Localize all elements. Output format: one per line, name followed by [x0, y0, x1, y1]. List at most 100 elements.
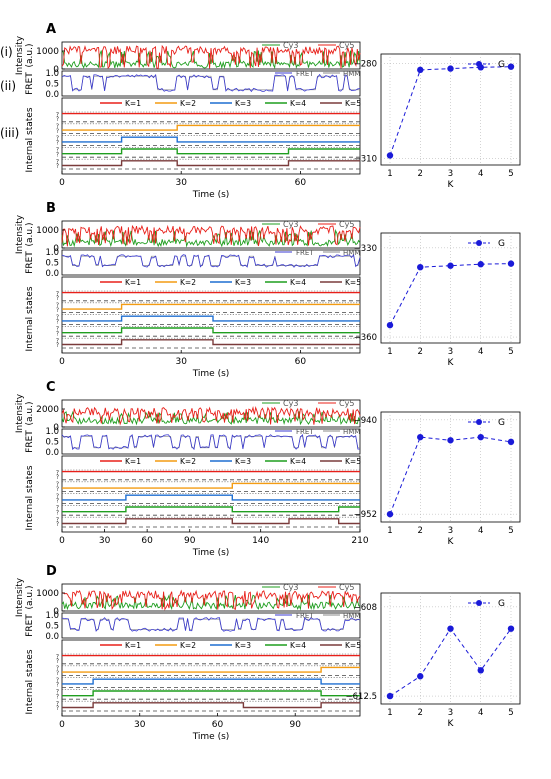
- side-label-i: (i): [0, 45, 13, 59]
- state-trace-k2: [62, 666, 360, 673]
- state-lane-mark: ?: [56, 517, 59, 524]
- g-tick-label: −360: [354, 333, 377, 343]
- g-tick-label: −310: [354, 155, 377, 165]
- cy3-trace: [61, 410, 361, 426]
- fret-tick-label: 0.5: [45, 259, 59, 269]
- intensity-axes: [61, 583, 361, 612]
- panel-letter: B: [46, 201, 56, 216]
- state-lane-mark: ?: [56, 682, 59, 689]
- fret-axes: [61, 70, 361, 97]
- k-plot-b: 1 2 3 4 5 −330 −360 G K: [354, 232, 521, 368]
- hmm-trace: [62, 435, 360, 449]
- panel-letter: A: [46, 22, 56, 37]
- g-point-k3: [447, 65, 454, 72]
- state-lane-mark: ?: [56, 658, 59, 665]
- states-axes: [61, 639, 361, 717]
- state-trace-k2: [62, 303, 360, 310]
- intensity-unit-label: (a.u.): [25, 44, 35, 68]
- k-tick-label: 5: [508, 169, 513, 179]
- k-tick-label: 1: [387, 526, 392, 536]
- panel-b: B Cy3 Cy5 0 1000 Intensity (a.u.) FRET HMM 1.00.5…: [15, 201, 521, 379]
- fret-tick-label: 1.0: [45, 69, 59, 79]
- time-tick-label: 30: [99, 536, 111, 546]
- intensity-unit-label: (a.u.): [25, 402, 35, 426]
- legend-k5-label: K=5: [345, 278, 361, 287]
- state-lane-mark: ?: [56, 705, 59, 712]
- legend-k3-label: K=3: [235, 99, 251, 108]
- k-tick-label: 5: [508, 347, 513, 357]
- g-tick-label: −952: [354, 510, 377, 520]
- time-axis-label: Time (s): [192, 732, 230, 742]
- g-point-k4: [477, 433, 484, 441]
- legend-fret-label: FRET: [296, 249, 314, 257]
- legend-k2-label: K=2: [180, 457, 196, 466]
- state-lane-mark: ?: [56, 505, 59, 512]
- fret-trace: [61, 616, 361, 632]
- k-tick-label: 3: [448, 526, 453, 536]
- state-lane-mark: ?: [56, 493, 59, 500]
- fret-axes: [61, 249, 361, 276]
- side-label-iii: (iii): [0, 126, 19, 140]
- time-tick-label: 90: [289, 720, 301, 730]
- state-trace-k4: [62, 148, 360, 155]
- state-lane-mark: ?: [56, 159, 59, 166]
- legend-g-label: G: [498, 418, 505, 428]
- intensity-tick-label: 0: [53, 423, 59, 433]
- fret-trace: [61, 73, 361, 93]
- state-trace-k5: [62, 160, 360, 167]
- g-point-k4: [477, 667, 484, 674]
- cy5-trace: [61, 589, 361, 611]
- fret-tick-label: 0.0: [45, 632, 59, 642]
- legend-k2-label: K=2: [180, 99, 196, 108]
- k-tick-label: 1: [387, 708, 392, 718]
- fret-axis-label: FRET: [25, 614, 35, 637]
- time-tick-label: 210: [351, 536, 368, 546]
- state-lane-mark: ?: [56, 163, 59, 170]
- intensity-tick-label: 0: [53, 607, 59, 617]
- legend-hmm-label: HMM: [343, 612, 360, 620]
- fret-tick-label: 0.5: [45, 80, 59, 90]
- legend-k4-label: K=4: [290, 278, 306, 287]
- g-tick-label: −612.5: [346, 692, 377, 702]
- legend-k4-label: K=4: [290, 99, 306, 108]
- fret-trace: [61, 433, 361, 451]
- g-point-k3: [447, 262, 454, 269]
- state-lane-mark: ?: [56, 151, 59, 158]
- intensity-tick-label: 0: [53, 65, 59, 75]
- state-trace-k5: [62, 702, 360, 709]
- k-tick-label: 4: [478, 169, 483, 179]
- k-tick-label: 1: [387, 347, 392, 357]
- state-trace-k3: [62, 136, 360, 143]
- panel-c: C Cy3 Cy5 0 2000 Intensity (a.u.) FRET HMM 1.00.5…: [15, 380, 521, 558]
- g-point-k2: [417, 673, 424, 680]
- side-label-ii: (ii): [0, 79, 16, 93]
- states-axis-label: Internal states: [25, 465, 35, 530]
- state-trace-k5: [62, 339, 360, 346]
- intensity-axes: [61, 41, 361, 70]
- state-lane-mark: ?: [56, 521, 59, 528]
- legend-fret-label: FRET: [296, 428, 314, 436]
- fret-trace: [61, 253, 361, 268]
- state-lane-mark: ?: [56, 677, 59, 684]
- panel-letter: D: [46, 564, 57, 579]
- legend-hmm-label: HMM: [343, 70, 360, 78]
- time-axis-label: Time (s): [192, 548, 230, 558]
- k-tick-label: 4: [478, 526, 483, 536]
- g-point-k4: [477, 261, 484, 268]
- g-tick-label: −608: [354, 603, 377, 613]
- intensity-axis-label: Intensity: [15, 35, 25, 75]
- k-axis-label: K: [448, 719, 455, 729]
- time-tick-label: 0: [59, 536, 65, 546]
- state-trace-k4: [62, 506, 360, 513]
- intensity-tick-label: 1000: [36, 226, 59, 236]
- time-tick-label: 0: [59, 357, 65, 367]
- state-lane-mark: ?: [56, 314, 59, 321]
- legend-k1-label: K=1: [125, 457, 141, 466]
- fret-axes: [61, 428, 361, 455]
- states-axis-label: Internal states: [25, 107, 35, 172]
- state-lane-mark: ?: [56, 307, 59, 314]
- state-lane-mark: ?: [56, 111, 59, 118]
- state-lane-mark: ?: [56, 319, 59, 326]
- k-plot-a: 1 2 3 4 5 −280 −310 G K: [354, 53, 521, 190]
